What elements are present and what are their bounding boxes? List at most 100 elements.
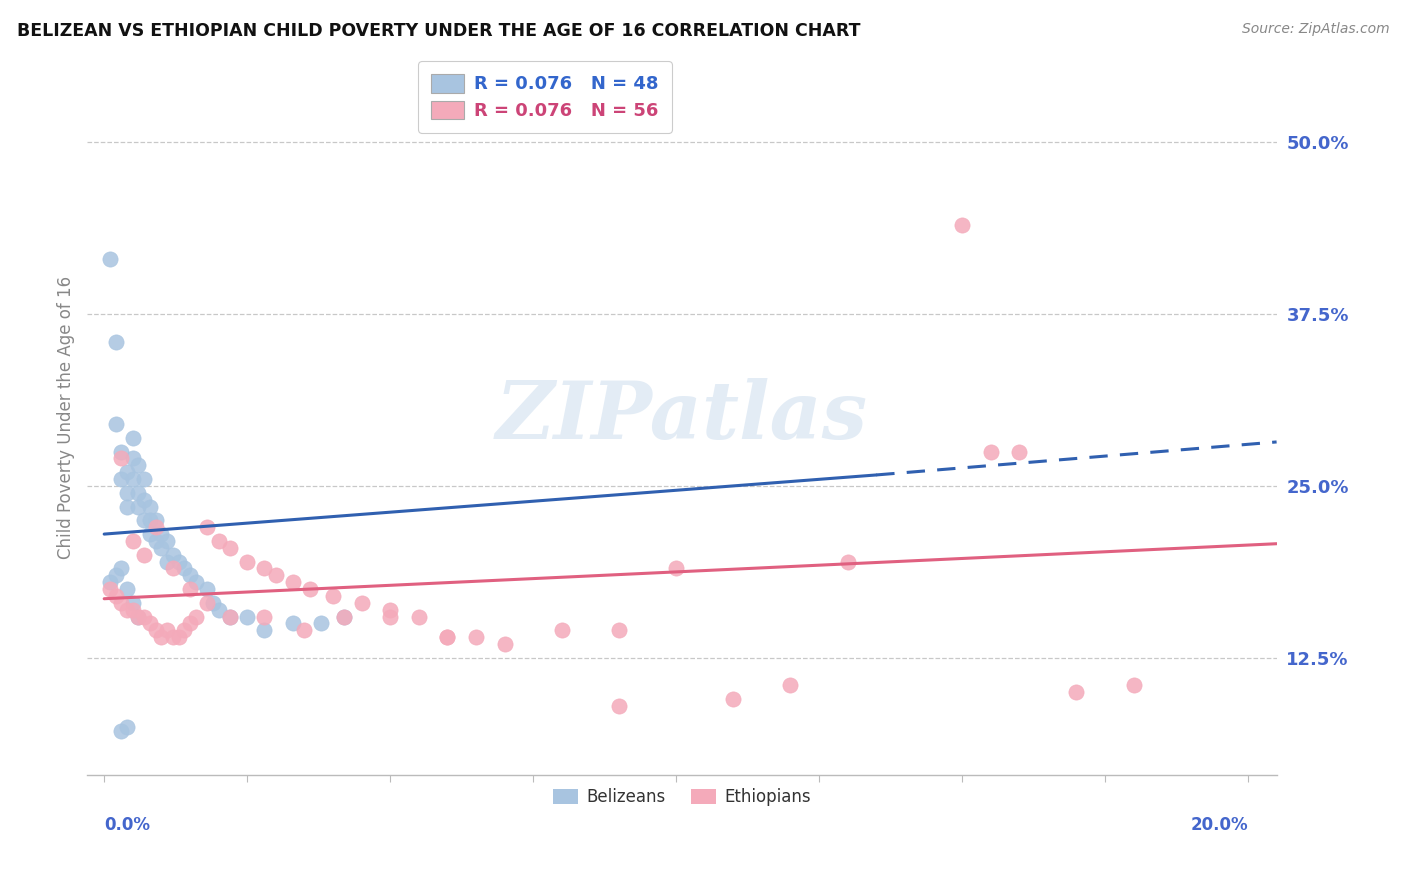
Point — [134, 472, 156, 486]
Point — [150, 630, 173, 644]
Point — [408, 609, 430, 624]
Point — [110, 444, 132, 458]
Point — [110, 596, 132, 610]
Point — [121, 603, 143, 617]
Text: 20.0%: 20.0% — [1191, 816, 1249, 834]
Point — [179, 582, 201, 596]
Point — [464, 630, 486, 644]
Point — [145, 624, 167, 638]
Point — [236, 555, 259, 569]
Point — [127, 609, 149, 624]
Point — [115, 720, 138, 734]
Point — [156, 555, 179, 569]
Point — [121, 431, 143, 445]
Point — [184, 575, 207, 590]
Point — [207, 533, 229, 548]
Point — [121, 533, 143, 548]
Point — [207, 603, 229, 617]
Point — [162, 548, 184, 562]
Point — [156, 624, 179, 638]
Text: Source: ZipAtlas.com: Source: ZipAtlas.com — [1241, 22, 1389, 37]
Point — [104, 589, 127, 603]
Point — [134, 609, 156, 624]
Point — [980, 444, 1002, 458]
Point — [121, 596, 143, 610]
Point — [150, 527, 173, 541]
Text: 0.0%: 0.0% — [104, 816, 150, 834]
Point — [104, 334, 127, 349]
Point — [219, 609, 242, 624]
Point — [264, 568, 287, 582]
Point — [167, 555, 190, 569]
Point — [115, 486, 138, 500]
Point — [134, 513, 156, 527]
Point — [115, 603, 138, 617]
Point — [110, 723, 132, 738]
Point — [607, 624, 630, 638]
Point — [145, 513, 167, 527]
Point — [436, 630, 458, 644]
Point — [145, 533, 167, 548]
Point — [150, 541, 173, 555]
Point — [127, 500, 149, 514]
Point — [1008, 444, 1031, 458]
Point — [110, 451, 132, 466]
Point — [607, 698, 630, 713]
Point — [201, 596, 224, 610]
Point — [162, 630, 184, 644]
Point — [292, 624, 315, 638]
Point — [322, 589, 344, 603]
Point — [195, 596, 218, 610]
Point — [253, 609, 276, 624]
Point — [115, 500, 138, 514]
Point — [723, 692, 745, 706]
Legend: Belizeans, Ethiopians: Belizeans, Ethiopians — [547, 781, 817, 813]
Point — [127, 458, 149, 473]
Point — [494, 637, 516, 651]
Point — [98, 582, 121, 596]
Point — [311, 616, 333, 631]
Point — [134, 492, 156, 507]
Point — [219, 609, 242, 624]
Point — [127, 609, 149, 624]
Point — [104, 568, 127, 582]
Point — [195, 520, 218, 534]
Point — [110, 472, 132, 486]
Point — [139, 500, 162, 514]
Point — [184, 609, 207, 624]
Text: BELIZEAN VS ETHIOPIAN CHILD POVERTY UNDER THE AGE OF 16 CORRELATION CHART: BELIZEAN VS ETHIOPIAN CHILD POVERTY UNDE… — [17, 22, 860, 40]
Point — [236, 609, 259, 624]
Point — [551, 624, 574, 638]
Point — [98, 252, 121, 266]
Point — [179, 568, 201, 582]
Point — [219, 541, 242, 555]
Point — [333, 609, 356, 624]
Point — [127, 486, 149, 500]
Point — [173, 561, 195, 575]
Point — [253, 624, 276, 638]
Point — [145, 520, 167, 534]
Point — [1066, 685, 1088, 699]
Point — [333, 609, 356, 624]
Point — [779, 678, 801, 692]
Point — [115, 465, 138, 479]
Point — [253, 561, 276, 575]
Point — [173, 624, 195, 638]
Point — [665, 561, 688, 575]
Point — [139, 616, 162, 631]
Point — [139, 513, 162, 527]
Point — [950, 218, 973, 232]
Point — [121, 451, 143, 466]
Point — [179, 616, 201, 631]
Point — [139, 527, 162, 541]
Point — [350, 596, 373, 610]
Point — [104, 417, 127, 431]
Point — [281, 575, 304, 590]
Point — [115, 582, 138, 596]
Point — [378, 609, 401, 624]
Point — [98, 575, 121, 590]
Point — [436, 630, 458, 644]
Point — [121, 472, 143, 486]
Point — [110, 561, 132, 575]
Point — [837, 555, 859, 569]
